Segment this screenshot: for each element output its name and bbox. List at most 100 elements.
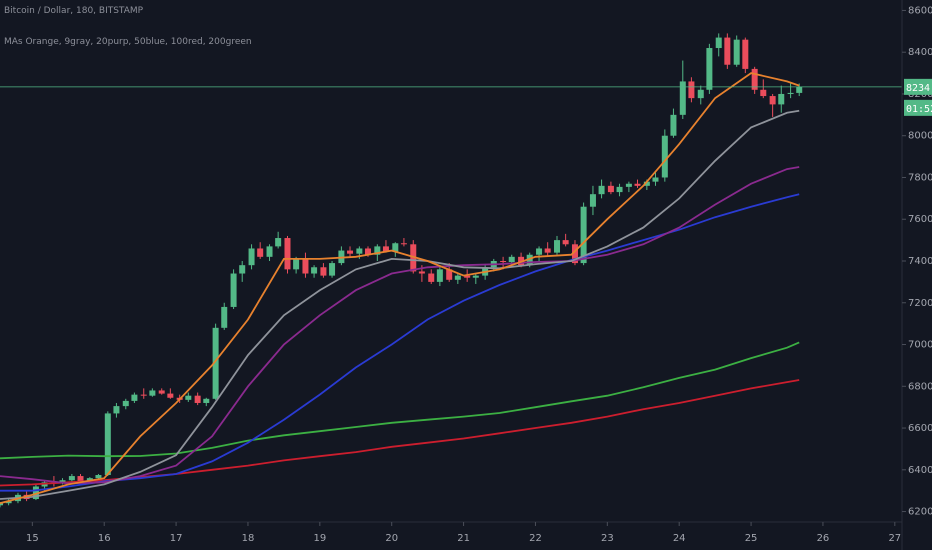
candle[interactable]: [221, 302, 228, 330]
candle-body: [787, 92, 794, 94]
candle[interactable]: [742, 37, 749, 74]
y-tick-label: 6800.00: [908, 381, 932, 392]
candle[interactable]: [697, 85, 704, 105]
candle[interactable]: [634, 179, 641, 188]
candle-body: [544, 248, 551, 253]
candle-body: [536, 248, 543, 255]
candle-body: [562, 240, 569, 245]
x-tick-label: 15: [26, 533, 39, 544]
candle[interactable]: [149, 388, 156, 397]
candle[interactable]: [544, 242, 551, 257]
candle[interactable]: [194, 392, 201, 406]
y-tick-label: 7400.00: [908, 256, 932, 267]
candle[interactable]: [715, 33, 722, 57]
candle[interactable]: [436, 267, 443, 287]
y-tick-label: 8600.00: [908, 5, 932, 16]
candle[interactable]: [320, 263, 327, 278]
candle-body: [95, 475, 102, 479]
price-axis[interactable]: 6200.00 6400.00 6600.00 6800.00 7000.00 7200.…: [901, 0, 932, 550]
candle[interactable]: [787, 83, 794, 99]
candle[interactable]: [185, 392, 192, 402]
candle[interactable]: [454, 273, 461, 284]
candle[interactable]: [724, 33, 731, 69]
candle[interactable]: [158, 388, 165, 395]
candle[interactable]: [0, 502, 3, 508]
candle[interactable]: [562, 233, 569, 247]
candle[interactable]: [275, 231, 282, 249]
candle[interactable]: [284, 235, 291, 274]
candle[interactable]: [778, 85, 785, 113]
candle[interactable]: [203, 397, 210, 407]
candle[interactable]: [580, 202, 587, 266]
candle[interactable]: [688, 77, 695, 103]
candle-body: [464, 275, 471, 278]
y-tick-label: 8400.00: [908, 47, 932, 58]
y-tick-label: 6200.00: [908, 507, 932, 518]
time-axis[interactable]: 15 16 17 18 19 20 21 22 23 24 25 26 27: [0, 521, 902, 544]
candle-body: [508, 256, 515, 263]
candle[interactable]: [113, 402, 120, 418]
candle[interactable]: [122, 398, 129, 410]
symbol-title: Bitcoin / Dollar, 180, BITSTAMP: [4, 6, 144, 16]
candle-body: [5, 501, 12, 504]
candle[interactable]: [347, 246, 354, 257]
candle[interactable]: [589, 185, 596, 216]
candle[interactable]: [536, 246, 543, 261]
candle[interactable]: [257, 242, 264, 259]
candle[interactable]: [428, 269, 435, 284]
candle[interactable]: [167, 388, 174, 399]
candle[interactable]: [472, 273, 479, 284]
candle-body: [257, 248, 264, 257]
candle-body: [86, 478, 93, 482]
candle[interactable]: [598, 179, 605, 199]
candle[interactable]: [131, 392, 138, 403]
candle[interactable]: [554, 235, 561, 255]
candle[interactable]: [760, 79, 767, 99]
candle[interactable]: [796, 83, 803, 97]
candle-body: [311, 267, 318, 274]
candle-body: [239, 265, 246, 274]
ma-line-6: [0, 72, 800, 505]
candle-body: [589, 194, 596, 207]
candle[interactable]: [68, 473, 75, 483]
candle[interactable]: [706, 43, 713, 94]
candle[interactable]: [400, 238, 407, 247]
candle[interactable]: [382, 240, 389, 253]
candle[interactable]: [652, 171, 659, 186]
candle[interactable]: [248, 244, 255, 270]
candle[interactable]: [392, 242, 399, 257]
candle[interactable]: [769, 93, 776, 117]
candle-body: [751, 68, 758, 90]
candle-body: [284, 238, 291, 270]
candle-body: [131, 394, 138, 401]
candle-body: [454, 275, 461, 280]
countdown-tag: 01:52:53: [904, 99, 932, 116]
candle[interactable]: [311, 265, 318, 278]
candle[interactable]: [607, 181, 614, 195]
candle[interactable]: [32, 484, 39, 501]
candle[interactable]: [733, 35, 740, 67]
candle-body: [598, 185, 605, 195]
candle-body: [418, 271, 425, 274]
candle[interactable]: [302, 252, 309, 278]
legend: Bitcoin / Dollar, 180, BITSTAMP MAs Oran…: [4, 6, 252, 47]
candle[interactable]: [679, 60, 686, 120]
candle-body: [724, 37, 731, 65]
candle[interactable]: [104, 411, 111, 477]
candle[interactable]: [625, 181, 632, 193]
candle[interactable]: [266, 244, 273, 261]
current-price-label: 8234.00: [906, 83, 932, 94]
candle[interactable]: [670, 108, 677, 138]
y-tick-label: 6400.00: [908, 465, 932, 476]
candle[interactable]: [616, 183, 623, 197]
candle[interactable]: [329, 261, 336, 278]
candle[interactable]: [661, 129, 668, 182]
candle[interactable]: [239, 261, 246, 282]
candle[interactable]: [140, 388, 147, 399]
candle-body: [248, 248, 255, 266]
candle[interactable]: [230, 269, 237, 310]
candle[interactable]: [751, 66, 758, 94]
ma-line-5: [0, 109, 800, 500]
